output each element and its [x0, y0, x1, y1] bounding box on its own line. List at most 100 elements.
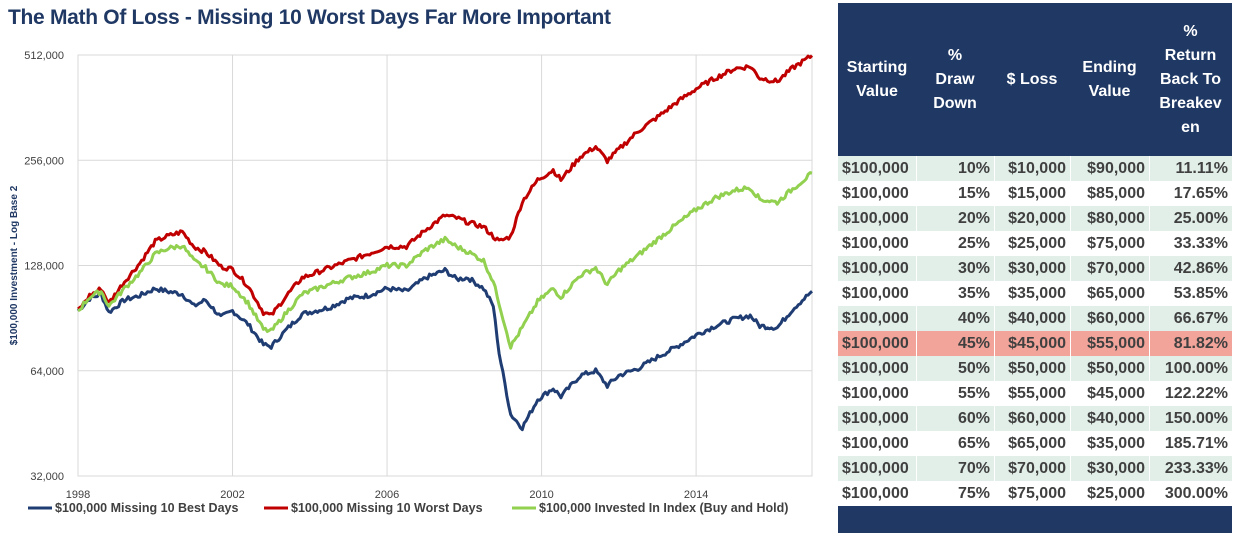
- column-divider: [994, 156, 995, 181]
- table-cell: $15,000: [1008, 185, 1066, 202]
- column-divider: [1070, 231, 1071, 256]
- column-divider: [994, 331, 995, 356]
- table-cell: 10%: [957, 160, 990, 177]
- table-row: $100,000 15% $15,000 $85,000 17.65%: [838, 181, 1232, 206]
- column-divider: [1149, 156, 1150, 181]
- column-divider: [1070, 306, 1071, 331]
- table-row: $100,000 75% $75,000 $25,000 300.00%: [838, 481, 1232, 506]
- legend-label-index: $100,000 Invested In Index (Buy and Hold…: [539, 501, 788, 515]
- column-divider: [916, 381, 917, 406]
- table-cell: $20,000: [1008, 210, 1066, 227]
- table-cell: $10,000: [1008, 160, 1066, 177]
- table-cell: $45,000: [1087, 385, 1145, 402]
- table-cell: 65%: [957, 435, 990, 452]
- column-header: $ Loss: [1006, 70, 1058, 88]
- table-row: $100,000 40% $40,000 $60,000 66.67%: [838, 306, 1232, 331]
- table-cell: 42.86%: [1173, 260, 1228, 277]
- table-cell: 53.85%: [1173, 285, 1228, 302]
- column-header: % Draw Down: [933, 46, 977, 112]
- column-divider: [916, 281, 917, 306]
- table-row: $100,000 10% $10,000 $90,000 11.11%: [838, 156, 1232, 181]
- table-cell: $35,000: [1008, 285, 1066, 302]
- column-divider: [1149, 481, 1150, 506]
- table-cell: 75%: [957, 485, 990, 502]
- table-row-highlighted: $100,000 45% $45,000 $55,000 81.82%: [838, 331, 1232, 356]
- x-tick-label: 2014: [684, 489, 708, 501]
- column-divider: [1149, 256, 1150, 281]
- y-tick-label: 128,000: [24, 261, 64, 273]
- table-row: $100,000 70% $70,000 $30,000 233.33%: [838, 456, 1232, 481]
- table-cell: 17.65%: [1173, 185, 1228, 202]
- table-cell: 50%: [957, 360, 990, 377]
- column-divider: [916, 231, 917, 256]
- column-divider: [1149, 231, 1150, 256]
- column-divider: [994, 456, 995, 481]
- table-cell: $50,000: [1008, 360, 1066, 377]
- column-divider: [1149, 431, 1150, 456]
- column-divider: [994, 381, 995, 406]
- column-divider: [994, 406, 995, 431]
- table-cell: 122.22%: [1164, 385, 1228, 402]
- column-divider: [1149, 406, 1150, 431]
- x-tick-label: 1998: [66, 489, 90, 501]
- y-tick-label: 512,000: [24, 50, 64, 62]
- table-cell: $100,000: [842, 485, 909, 502]
- column-divider: [916, 481, 917, 506]
- column-header: Ending Value: [1082, 58, 1137, 100]
- table-header: Starting Value % Draw Down $ Loss Ending Va…: [838, 3, 1232, 156]
- column-divider: [994, 431, 995, 456]
- y-tick-label: 32,000: [30, 471, 64, 483]
- column-divider: [916, 356, 917, 381]
- column-divider: [1070, 256, 1071, 281]
- table-row: $100,000 35% $35,000 $65,000 53.85%: [838, 281, 1232, 306]
- column-divider: [1070, 381, 1071, 406]
- table-cell: $60,000: [1087, 310, 1145, 327]
- table-row: $100,000 30% $30,000 $70,000 42.86%: [838, 256, 1232, 281]
- table-row: $100,000 65% $65,000 $35,000 185.71%: [838, 431, 1232, 456]
- column-divider: [994, 181, 995, 206]
- column-divider: [1149, 181, 1150, 206]
- table-cell: $25,000: [1087, 485, 1145, 502]
- table-cell: 33.33%: [1173, 235, 1228, 252]
- table-cell: $100,000: [842, 310, 909, 327]
- column-divider: [1149, 206, 1150, 231]
- chart-panel: 32,000 64,000 128,000 256,000 512,000 1998 200…: [8, 6, 814, 515]
- table-cell: 45%: [957, 335, 990, 352]
- table-cell: $75,000: [1008, 485, 1066, 502]
- column-divider: [916, 331, 917, 356]
- table-cell: $50,000: [1087, 360, 1145, 377]
- column-divider: [1070, 181, 1071, 206]
- column-divider: [1149, 306, 1150, 331]
- column-divider: [1070, 406, 1071, 431]
- y-tick-label: 256,000: [24, 155, 64, 167]
- table-cell: $40,000: [1087, 410, 1145, 427]
- table-cell: 25%: [957, 235, 990, 252]
- table-cell: $100,000: [842, 210, 909, 227]
- table-cell: $55,000: [1087, 335, 1145, 352]
- y-axis-label: $100,000 Investment - Log Base 2: [9, 185, 20, 345]
- series-line-best: [76, 267, 814, 432]
- table-cell: $45,000: [1008, 335, 1066, 352]
- table-cell: 20%: [957, 210, 990, 227]
- column-divider: [916, 206, 917, 231]
- column-divider: [994, 306, 995, 331]
- chart-title: The Math Of Loss - Missing 10 Worst Days…: [8, 6, 611, 29]
- table-cell: 35%: [957, 285, 990, 302]
- table-cell: $30,000: [1087, 460, 1145, 477]
- table-cell: $100,000: [842, 285, 909, 302]
- column-divider: [994, 356, 995, 381]
- table-cell: $55,000: [1008, 385, 1066, 402]
- table-cell: 40%: [957, 310, 990, 327]
- column-divider: [916, 456, 917, 481]
- column-divider: [994, 231, 995, 256]
- column-divider: [1070, 156, 1071, 181]
- column-divider: [1070, 356, 1071, 381]
- column-divider: [994, 206, 995, 231]
- column-divider: [1070, 456, 1071, 481]
- table-cell: $70,000: [1087, 260, 1145, 277]
- table-cell: 15%: [957, 185, 990, 202]
- table-cell: $60,000: [1008, 410, 1066, 427]
- column-divider: [1070, 481, 1071, 506]
- table-cell: $40,000: [1008, 310, 1066, 327]
- table-cell: $80,000: [1087, 210, 1145, 227]
